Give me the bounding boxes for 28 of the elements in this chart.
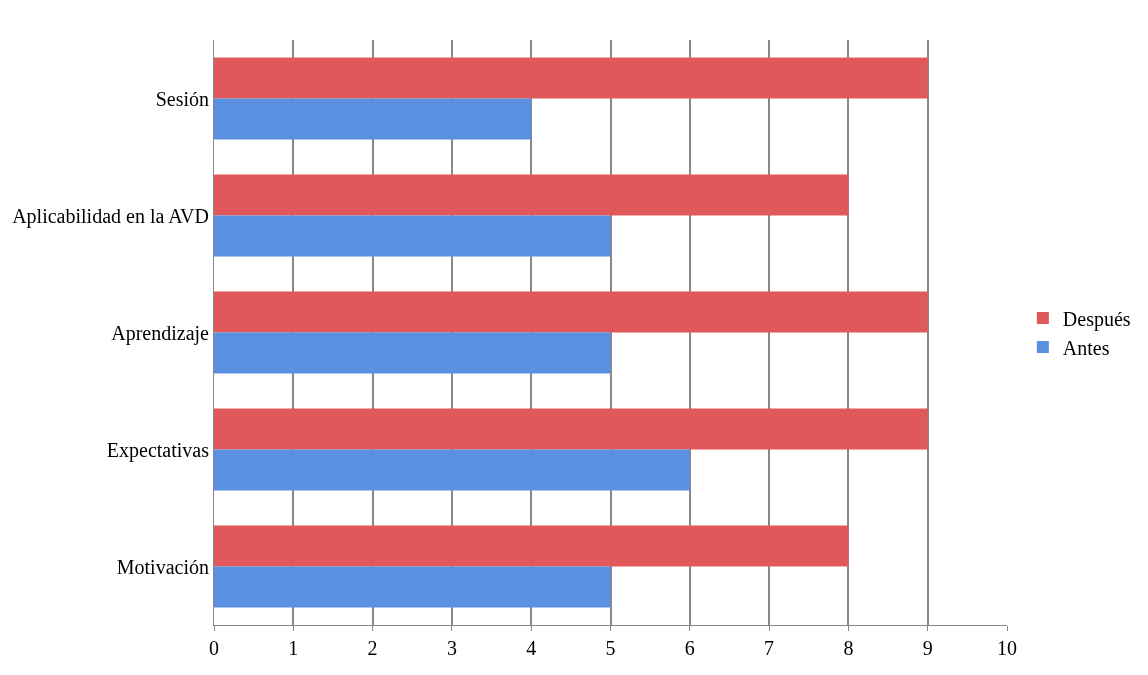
bar: [214, 566, 611, 608]
y-tick-label: Motivación: [116, 555, 209, 578]
bar: [214, 98, 532, 140]
legend-label: Después: [1062, 307, 1131, 331]
x-tick-label: 6: [684, 637, 695, 659]
bar: [214, 174, 849, 216]
y-tick-label: Aprendizaje: [111, 321, 210, 345]
x-tick-label: 7: [764, 637, 775, 659]
x-tick-label: 10: [997, 637, 1017, 659]
y-tick-label: Sesión: [155, 87, 209, 110]
x-tick-label: 8: [843, 637, 854, 659]
x-tick-label: 0: [209, 637, 219, 659]
x-tick-label: 1: [288, 637, 299, 659]
bar: [214, 449, 690, 491]
bar: [214, 57, 928, 99]
legend-label: Antes: [1062, 336, 1110, 359]
bar: [214, 408, 928, 450]
bar: [214, 215, 611, 257]
x-tick-label: 5: [605, 637, 616, 659]
bar: [214, 332, 611, 374]
y-tick-label: Aplicabilidad en la AVD: [12, 204, 209, 228]
x-tick-label: 3: [446, 637, 457, 659]
y-tick-label: Expectativas: [106, 438, 210, 462]
bar: [214, 525, 849, 567]
x-tick-label: 9: [922, 637, 933, 659]
x-tick-label: 4: [526, 637, 537, 659]
x-tick-label: 2: [367, 637, 378, 659]
bar: [214, 291, 928, 333]
